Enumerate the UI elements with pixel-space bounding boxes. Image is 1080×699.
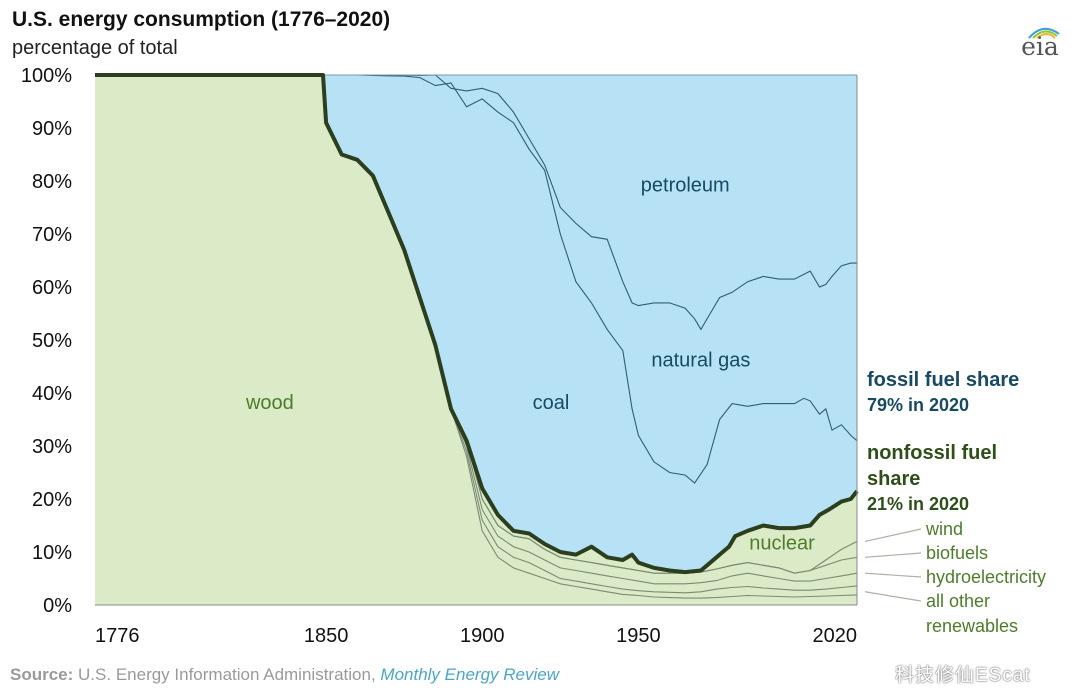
y-tick-label: 80% <box>32 171 72 193</box>
y-tick-label: 70% <box>32 224 72 246</box>
renewable-label-hydroelectricity: hydroelectricity <box>926 567 1046 587</box>
area-label-petroleum: petroleum <box>641 175 730 197</box>
eia-logo-arc <box>1028 27 1060 39</box>
y-tick-label: 20% <box>32 489 72 511</box>
natural-gas-boundary-line <box>95 74 857 331</box>
x-tick-label: 1776 <box>95 625 140 647</box>
source-note: Source: U.S. Energy Information Administ… <box>10 665 559 685</box>
renewable-label-all-other: all other <box>926 591 990 611</box>
y-tick-label: 0% <box>43 595 72 617</box>
renewable-leader-line <box>864 591 922 602</box>
renewable-label-renewables: renewables <box>926 616 1018 636</box>
eia-logo-icon: eia <box>1015 20 1065 65</box>
y-tick-label: 40% <box>32 383 72 405</box>
coal-boundary-line <box>95 74 858 484</box>
source-label: Source: <box>10 665 74 684</box>
energy-consumption-chart: 0% 10% 20% 30% 40% 50% 60% 70% 80% 90% 100% 1776 185… <box>21 65 1046 647</box>
renewable-leader-line <box>864 572 922 578</box>
x-tick-label: 1950 <box>616 625 661 647</box>
area-label-nuclear: nuclear <box>749 532 815 554</box>
nonfossil-share-line <box>95 73 859 575</box>
nonfossil-share-value: 21% in 2020 <box>867 494 969 514</box>
x-tick-label: 1850 <box>304 625 349 647</box>
x-tick-label: 1900 <box>460 625 505 647</box>
fossil-share-label: fossil fuel share <box>867 369 1019 391</box>
y-tick-label: 30% <box>32 436 72 458</box>
watermark: 科技修仙EScat <box>895 665 1031 686</box>
renewable-leader-line <box>864 552 922 558</box>
renewable-label-wind: wind <box>925 519 963 539</box>
renewable-label-biofuels: biofuels <box>926 543 988 563</box>
source-text: U.S. Energy Information Administration, <box>78 665 376 684</box>
area-label-wood: wood <box>245 392 294 414</box>
nonfossil-share-label-line2: share <box>867 468 920 490</box>
renewable-leader-line <box>864 528 922 542</box>
x-tick-label: 2020 <box>813 625 858 647</box>
source-publication-link[interactable]: Monthly Energy Review <box>380 665 559 684</box>
eia-logo-text: eia <box>1021 32 1059 61</box>
area-label-natural-gas: natural gas <box>651 350 750 372</box>
nonfossil-share-label-line1: nonfossil fuel <box>867 442 997 464</box>
nonfossil-area <box>95 75 857 605</box>
y-tick-label: 90% <box>32 118 72 140</box>
y-tick-label: 10% <box>32 542 72 564</box>
chart-title: U.S. energy consumption (1776–2020) <box>12 8 391 31</box>
chart-subtitle: percentage of total <box>12 37 178 59</box>
y-tick-label: 100% <box>21 65 72 87</box>
y-tick-label: 60% <box>32 277 72 299</box>
y-tick-label: 50% <box>32 330 72 352</box>
area-label-coal: coal <box>533 392 570 414</box>
fossil-share-value: 79% in 2020 <box>867 395 969 415</box>
